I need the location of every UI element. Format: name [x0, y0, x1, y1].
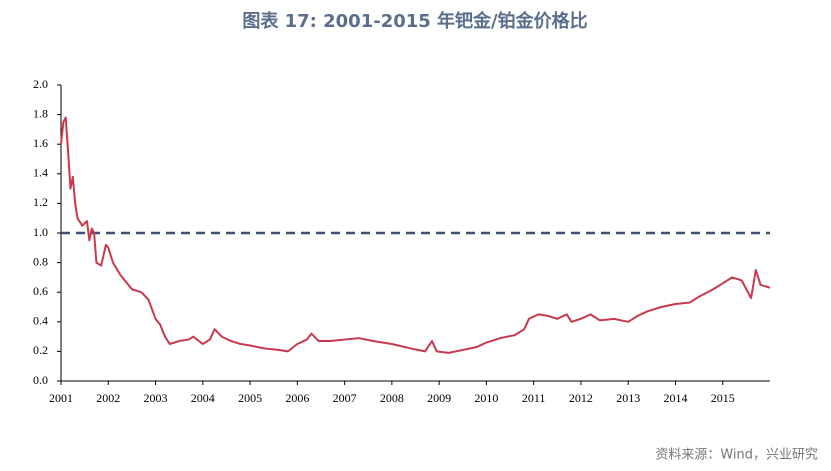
x-tick-label: 2015: [711, 391, 735, 405]
source-note: 资料来源：Wind，兴业研究: [655, 448, 818, 463]
x-tick-label: 2013: [616, 391, 640, 405]
x-tick-label: 2008: [380, 391, 404, 405]
y-tick-label: 1.4: [33, 166, 48, 180]
x-tick-label: 2002: [96, 391, 120, 405]
x-tick-label: 2009: [427, 391, 451, 405]
chart-title: 图表 17: 2001-2015 年钯金/铂金价格比: [242, 10, 587, 32]
x-tick-label: 2011: [522, 391, 546, 405]
y-tick-label: 0.4: [33, 314, 48, 328]
x-tick-label: 2014: [663, 391, 687, 405]
y-tick-label: 0.6: [33, 284, 48, 298]
x-tick-label: 2005: [238, 391, 262, 405]
x-tick-label: 2003: [144, 391, 168, 405]
y-tick-label: 0.8: [33, 254, 48, 268]
data-line: [60, 116, 771, 354]
y-tick-label: 0.2: [33, 343, 48, 357]
x-tick-label: 2007: [333, 391, 357, 405]
y-tick-label: 0.0: [33, 373, 48, 387]
x-tick-label: 2010: [474, 391, 498, 405]
x-tick-label: 2004: [191, 391, 215, 405]
y-tick-label: 1.8: [33, 106, 48, 120]
y-tick-label: 1.2: [33, 195, 48, 209]
x-tick-label: 2001: [49, 391, 73, 405]
y-tick-label: 1.6: [33, 136, 48, 150]
y-tick-label: 1.0: [33, 225, 48, 239]
y-tick-label: 2.0: [33, 77, 48, 91]
x-tick-label: 2012: [569, 391, 593, 405]
x-tick-label: 2006: [285, 391, 309, 405]
